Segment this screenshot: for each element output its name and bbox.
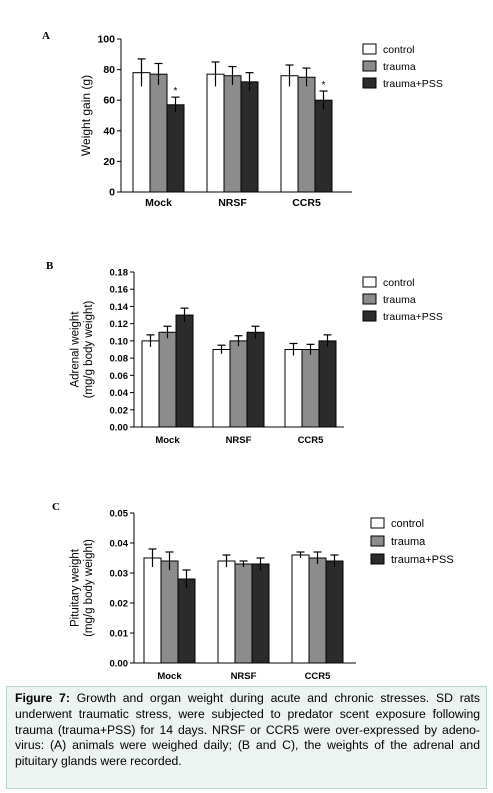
y-tick-label: 0.08 bbox=[110, 354, 129, 365]
chart-a: 0 20 40 60 80 100 Weight gain (g) * Mock NRSF * CCR… bbox=[79, 34, 443, 210]
legend-swatch bbox=[362, 77, 377, 89]
y-tick-label: 0.05 bbox=[110, 509, 129, 520]
legend-swatch bbox=[362, 60, 377, 72]
category-label: CCR5 bbox=[298, 435, 325, 446]
y-tick-label: 0.16 bbox=[110, 285, 129, 296]
caption-text: Growth and organ weight during acute and… bbox=[15, 691, 481, 769]
category-label: NRSF bbox=[231, 671, 257, 682]
category-label: NRSF bbox=[218, 197, 247, 209]
y-tick-label: 0.00 bbox=[110, 659, 129, 670]
legend-swatch bbox=[370, 535, 385, 547]
y-tick-label: 40 bbox=[103, 125, 115, 137]
y-tick-label: 0.10 bbox=[110, 336, 129, 347]
y-tick-label: 0.14 bbox=[110, 302, 129, 313]
category-label: Mock bbox=[155, 435, 180, 446]
legend-label: trauma bbox=[383, 294, 416, 306]
bar bbox=[160, 560, 179, 664]
bar bbox=[177, 578, 196, 664]
bar bbox=[251, 563, 270, 664]
panel-label: B bbox=[46, 260, 54, 272]
y-tick-label: 0.02 bbox=[110, 405, 129, 416]
chart-c: 0.00 0.01 0.02 0.03 0.04 0.05 Pituitary weight… bbox=[69, 509, 454, 683]
panel-c: C 0.00 0.01 0.02 0.03 0.04 0.05 Pituitary weig… bbox=[52, 501, 454, 683]
legend-label: trauma+PSS bbox=[383, 78, 443, 90]
category-label: CCR5 bbox=[292, 197, 321, 209]
panel-a: A 0 20 40 60 80 100 Weight gain (g) * Mock NRSF * C… bbox=[0, 0, 493, 230]
chart-b: 0.00 0.02 0.04 0.06 0.08 0.10 0.12 0.14 0.16 0.18… bbox=[69, 268, 443, 447]
y-tick-label: 20 bbox=[103, 156, 115, 168]
legend-swatch bbox=[362, 310, 377, 322]
bar bbox=[143, 557, 162, 664]
y-tick-label: 80 bbox=[103, 64, 115, 76]
y-tick-label: 0.03 bbox=[110, 569, 129, 580]
legend-swatch bbox=[370, 553, 385, 565]
y-tick-label: 0.18 bbox=[110, 268, 129, 279]
bar bbox=[291, 554, 310, 664]
significance-mark: * bbox=[322, 80, 326, 91]
y-axis-label: (mg/g body weight) bbox=[83, 539, 95, 637]
y-tick-label: 0.02 bbox=[110, 599, 129, 610]
legend-swatch bbox=[362, 276, 377, 288]
legend-label: control bbox=[383, 44, 415, 56]
category-label: CCR5 bbox=[305, 671, 332, 682]
y-tick-label: 0.04 bbox=[110, 539, 129, 550]
legend-label: trauma+PSS bbox=[383, 311, 443, 323]
bar bbox=[308, 557, 327, 664]
legend-swatch bbox=[362, 43, 377, 55]
bar bbox=[217, 560, 236, 664]
legend-label: trauma+PSS bbox=[391, 554, 454, 566]
bar bbox=[234, 563, 253, 664]
category-label: Mock bbox=[157, 671, 182, 682]
y-axis-label: (mg/g body weight) bbox=[83, 300, 95, 398]
legend-label: trauma bbox=[383, 61, 416, 73]
legend-swatch bbox=[370, 517, 385, 529]
legend-label: control bbox=[383, 277, 415, 289]
panel-label: C bbox=[52, 501, 60, 513]
y-axis-label: Pituitary weight bbox=[69, 548, 81, 627]
caption-label: Figure 7: bbox=[15, 691, 70, 705]
y-tick-label: 0.06 bbox=[110, 371, 129, 382]
y-axis-label: Adrenal weight bbox=[69, 311, 81, 388]
category-label: Mock bbox=[145, 197, 172, 209]
y-tick-label: 0.04 bbox=[110, 388, 129, 399]
figure-caption: Figure 7: Growth and organ weight during… bbox=[6, 686, 487, 789]
panel-label: A bbox=[42, 30, 50, 42]
y-tick-label: 0.12 bbox=[110, 319, 129, 330]
significance-mark: * bbox=[174, 86, 178, 97]
y-axis-label: Weight gain (g) bbox=[79, 75, 93, 156]
y-tick-label: 100 bbox=[97, 34, 115, 46]
legend-label: trauma bbox=[391, 536, 426, 548]
bar bbox=[325, 560, 344, 664]
y-tick-label: 60 bbox=[103, 95, 115, 107]
category-label: NRSF bbox=[226, 435, 252, 446]
panel-b: B 0.00 0.02 0.04 0.06 0.08 0.10 0.12 0.14 0.16 0.… bbox=[46, 260, 443, 447]
y-tick-label: 0.01 bbox=[110, 629, 129, 640]
y-tick-label: 0 bbox=[109, 187, 115, 199]
y-tick-label: 0.00 bbox=[110, 423, 129, 434]
legend-swatch bbox=[362, 293, 377, 305]
legend-label: control bbox=[391, 518, 424, 530]
